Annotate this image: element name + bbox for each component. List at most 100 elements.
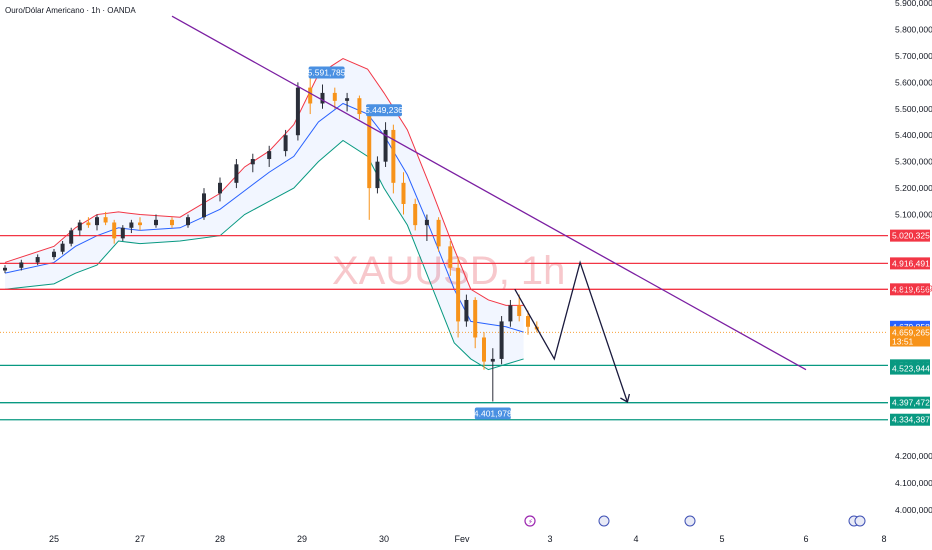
candle [3,267,7,271]
bollinger-upper [4,57,524,306]
price-tag [890,326,930,339]
candle [448,246,453,268]
candle [436,219,441,247]
price-tick-label: 5.400,000 [895,130,932,140]
candle [357,98,362,115]
price-tick-label: 5.700,000 [895,51,932,61]
candle [508,305,513,322]
candle [120,227,125,239]
candle [129,222,134,228]
candle [473,299,478,338]
candle [170,219,174,226]
candle [367,114,372,189]
candle [60,243,65,252]
price-tick-label: 5.500,000 [895,104,932,114]
price-level-tag [890,257,930,270]
time-tick-label: 27 [135,534,145,544]
us-flag-icon[interactable] [854,515,866,527]
projection-arrowhead [620,393,631,403]
candle [202,193,206,218]
bollinger-basis [4,102,524,333]
price-callouts: 5.591,785 5.449,236 4.401,978 [308,66,512,420]
price-tick-label: 4.000,000 [895,505,932,515]
candle [383,129,388,162]
candle [424,219,429,226]
time-tick-label: 6 [803,534,808,544]
price-level-tag-label: 4.916,491 [892,258,930,268]
price-level-tag [890,283,930,296]
candle [250,159,255,165]
candle [283,135,288,152]
price-tick-label: 5.800,000 [895,24,932,34]
price-tag-label: 4.523,944 [892,364,930,374]
candle [69,230,74,244]
us-flag-icon[interactable] [684,515,696,527]
time-tick-label: 25 [49,534,59,544]
projection-path [514,260,629,403]
candle [391,129,396,183]
candle [35,257,40,263]
candle [517,305,522,317]
price-level-tag [890,396,930,409]
time-tick-label: 5 [719,534,724,544]
time-tick-label: 3 [547,534,552,544]
price-level-tag-label: 4.334,387 [892,415,930,425]
price-callout-box [474,407,511,420]
price-level-tag [890,413,930,426]
price-tick-label: 5.900,000 [895,0,932,8]
candle [482,337,486,362]
us-flag-icon[interactable] [598,515,610,527]
price-tag-label: 4.659,265 [892,327,930,337]
candle [308,87,313,104]
trendline [171,15,807,371]
price-tag [890,336,930,347]
candle [52,251,56,258]
candle [86,222,91,226]
chart-title: Ouro/Dólar Americano · 1h · OANDA [5,6,136,15]
price-callout-box [308,66,345,79]
drawings[interactable] [171,15,807,403]
price-axis[interactable]: 5.900,000 5.800,000 5.700,000 5.600,000 5.50… [890,0,932,515]
time-tick-label: 29 [297,534,307,544]
candle [138,222,142,226]
price-callout-label: 4.401,978 [474,408,512,418]
price-tag-label: 13:51 [892,337,914,347]
price-callout-label: 5.591,785 [308,68,346,78]
candle [490,358,495,362]
price-tick-label: 4.100,000 [895,478,932,488]
price-level-tag-label: 4.819,656 [892,284,930,294]
candle [186,217,190,226]
candle [320,92,325,104]
price-callout-label: 5.449,236 [365,105,403,115]
candle [413,203,418,226]
price-tick-label: 5.600,000 [895,77,932,87]
candle [332,92,337,101]
price-tick-label: 5.200,000 [895,183,932,193]
time-axis[interactable]: 25 27 28 29 30 Fev 3 4 5 6 8 [49,534,887,544]
candle [218,182,222,194]
price-level-tag-label: 4.397,472 [892,398,930,408]
event-icons[interactable]: ⚡ [524,515,866,527]
candle [464,299,469,322]
bollinger-band [4,57,524,371]
candle [526,316,530,327]
price-levels[interactable] [0,234,888,421]
candle [345,98,350,101]
price-callout-box [366,104,402,117]
candle [103,217,108,223]
price-tick-label: 5.100,000 [895,210,932,220]
time-tick-label: 30 [379,534,389,544]
candle [77,222,82,231]
candle [154,219,158,226]
time-tick-label: 4 [633,534,638,544]
lightning-icon[interactable] [524,515,536,527]
candle [499,321,504,359]
time-tick-label: 28 [215,534,225,544]
candle [456,267,461,322]
candle [112,222,117,239]
candle [375,161,380,189]
time-tick-label: 8 [881,534,886,544]
price-tag [890,362,930,375]
price-tick-label: 4.200,000 [895,451,932,461]
